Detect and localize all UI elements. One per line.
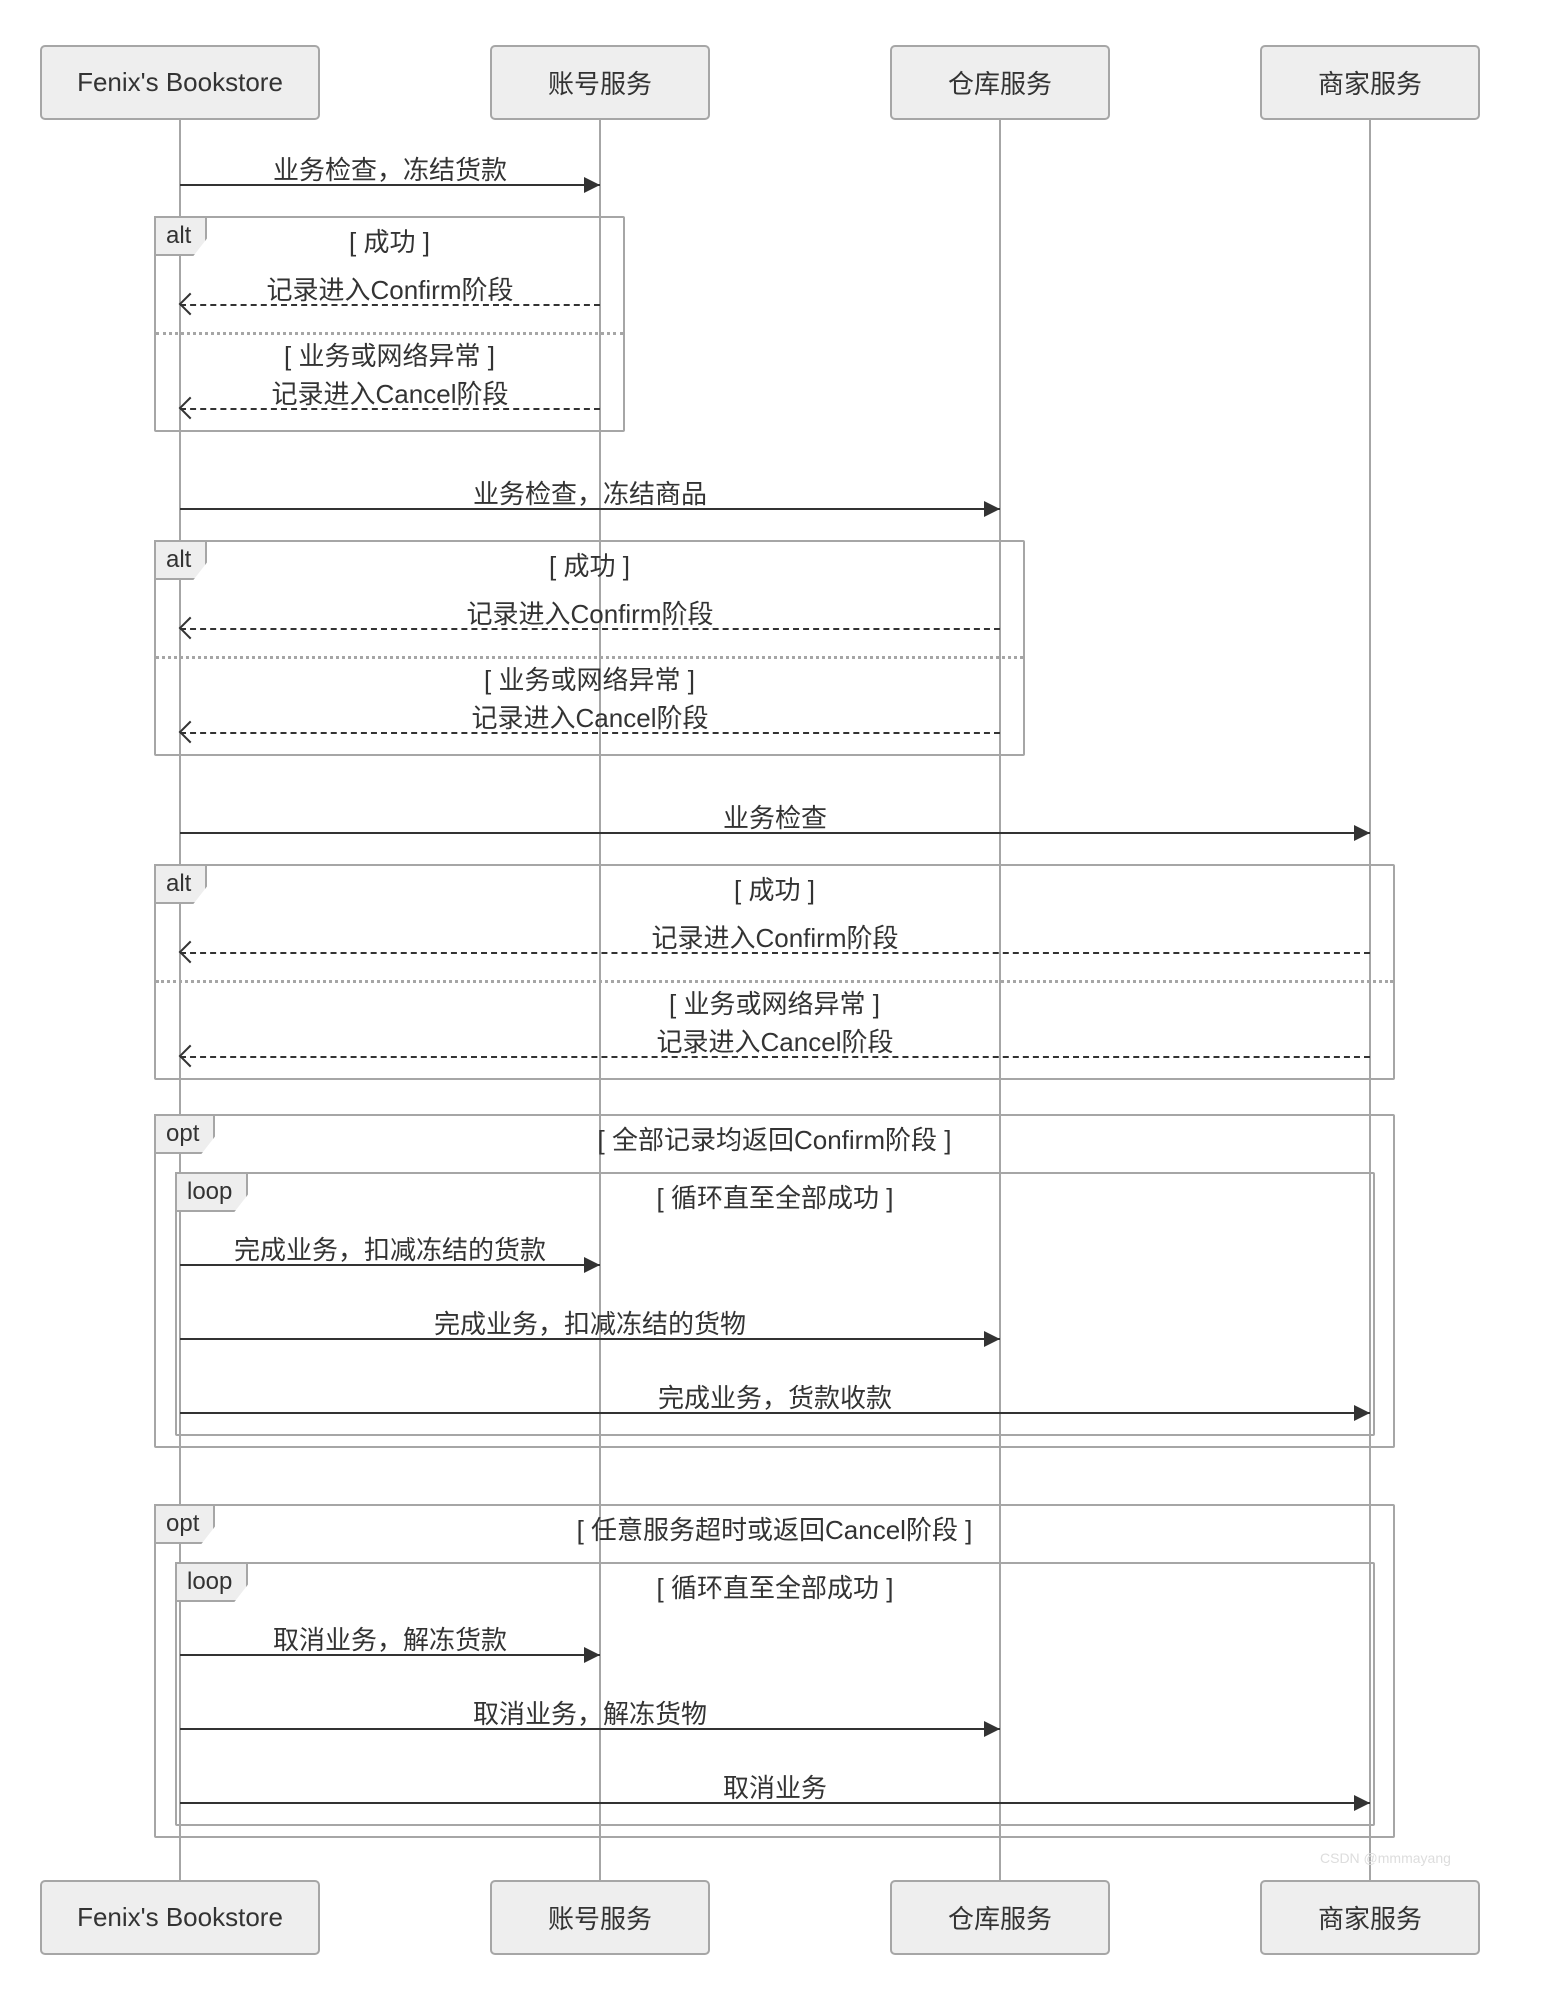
frame-title: [ 任意服务超时或返回Cancel阶段 ] xyxy=(154,1510,1395,1547)
arrow-label-10: 完成业务，扣减冻结的货物 xyxy=(180,1304,1000,1341)
arrow-label-1: 记录进入Confirm阶段 xyxy=(180,270,600,307)
arrow-label-3: 业务检查，冻结商品 xyxy=(180,474,1000,511)
frame-divider xyxy=(156,332,623,335)
participant-top-1: 账号服务 xyxy=(490,45,710,120)
participant-top-3: 商家服务 xyxy=(1260,45,1480,120)
frame-title: [ 全部记录均返回Confirm阶段 ] xyxy=(154,1120,1395,1157)
frame-divider-label: [ 业务或网络异常 ] xyxy=(154,660,1025,697)
frame-title: [ 循环直至全部成功 ] xyxy=(175,1568,1375,1605)
arrow-label-12: 取消业务，解冻货款 xyxy=(180,1620,600,1657)
frame-title: [ 成功 ] xyxy=(154,222,625,259)
frame-divider xyxy=(156,980,1393,983)
arrow-label-5: 记录进入Cancel阶段 xyxy=(180,698,1000,735)
arrow-label-6: 业务检查 xyxy=(180,798,1370,835)
frame-title: [ 成功 ] xyxy=(154,546,1025,583)
participant-bottom-2: 仓库服务 xyxy=(890,1880,1110,1955)
arrow-label-2: 记录进入Cancel阶段 xyxy=(180,374,600,411)
arrow-label-11: 完成业务，货款收款 xyxy=(180,1378,1370,1415)
arrow-label-7: 记录进入Confirm阶段 xyxy=(180,918,1370,955)
participant-bottom-0: Fenix's Bookstore xyxy=(40,1880,320,1955)
arrow-label-4: 记录进入Confirm阶段 xyxy=(180,594,1000,631)
frame-divider-label: [ 业务或网络异常 ] xyxy=(154,336,625,373)
participant-top-0: Fenix's Bookstore xyxy=(40,45,320,120)
watermark: CSDN @mmmayang xyxy=(1320,1850,1451,1866)
arrow-label-0: 业务检查，冻结货款 xyxy=(180,150,600,187)
arrow-label-13: 取消业务，解冻货物 xyxy=(180,1694,1000,1731)
participant-top-2: 仓库服务 xyxy=(890,45,1110,120)
arrow-label-8: 记录进入Cancel阶段 xyxy=(180,1022,1370,1059)
frame-divider-label: [ 业务或网络异常 ] xyxy=(154,984,1395,1021)
arrow-label-14: 取消业务 xyxy=(180,1768,1370,1805)
participant-bottom-1: 账号服务 xyxy=(490,1880,710,1955)
frame-divider xyxy=(156,656,1023,659)
sequence-diagram: Fenix's Bookstore账号服务仓库服务商家服务Fenix's Boo… xyxy=(0,0,1552,2000)
participant-bottom-3: 商家服务 xyxy=(1260,1880,1480,1955)
frame-title: [ 成功 ] xyxy=(154,870,1395,907)
frame-title: [ 循环直至全部成功 ] xyxy=(175,1178,1375,1215)
arrow-label-9: 完成业务，扣减冻结的货款 xyxy=(180,1230,600,1267)
